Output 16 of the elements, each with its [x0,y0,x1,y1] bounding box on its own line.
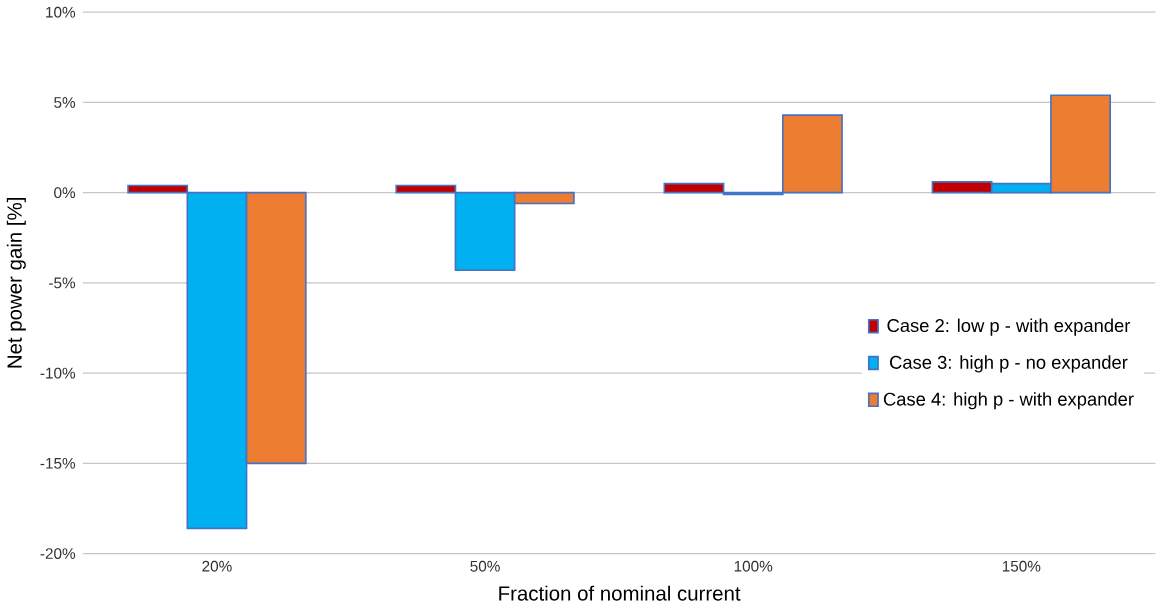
x-tick-label: 20% [202,560,232,572]
y-tick-label: -15% [40,457,76,469]
legend-label: Case 4: high p - with expander [883,391,1134,410]
y-tick-label: -20% [40,547,76,559]
legend-label: Case 3: high p - no expander [890,355,1128,373]
x-tick-label: 50% [470,560,500,572]
x-axis-title: Fraction of nominal current [499,585,741,601]
y-axis-title: Net power gain [%] [6,197,26,368]
x-tick-label: 150% [1002,560,1041,572]
legend-label: Case 2: low p - with expander [887,318,1131,336]
y-tick-label: 0% [54,187,76,198]
y-tick-label: 10% [46,6,76,18]
y-tick-label: -10% [40,367,76,379]
y-tick-label: 5% [54,96,76,108]
x-tick-label: 100% [734,560,773,572]
y-tick-label: -5% [49,277,76,289]
